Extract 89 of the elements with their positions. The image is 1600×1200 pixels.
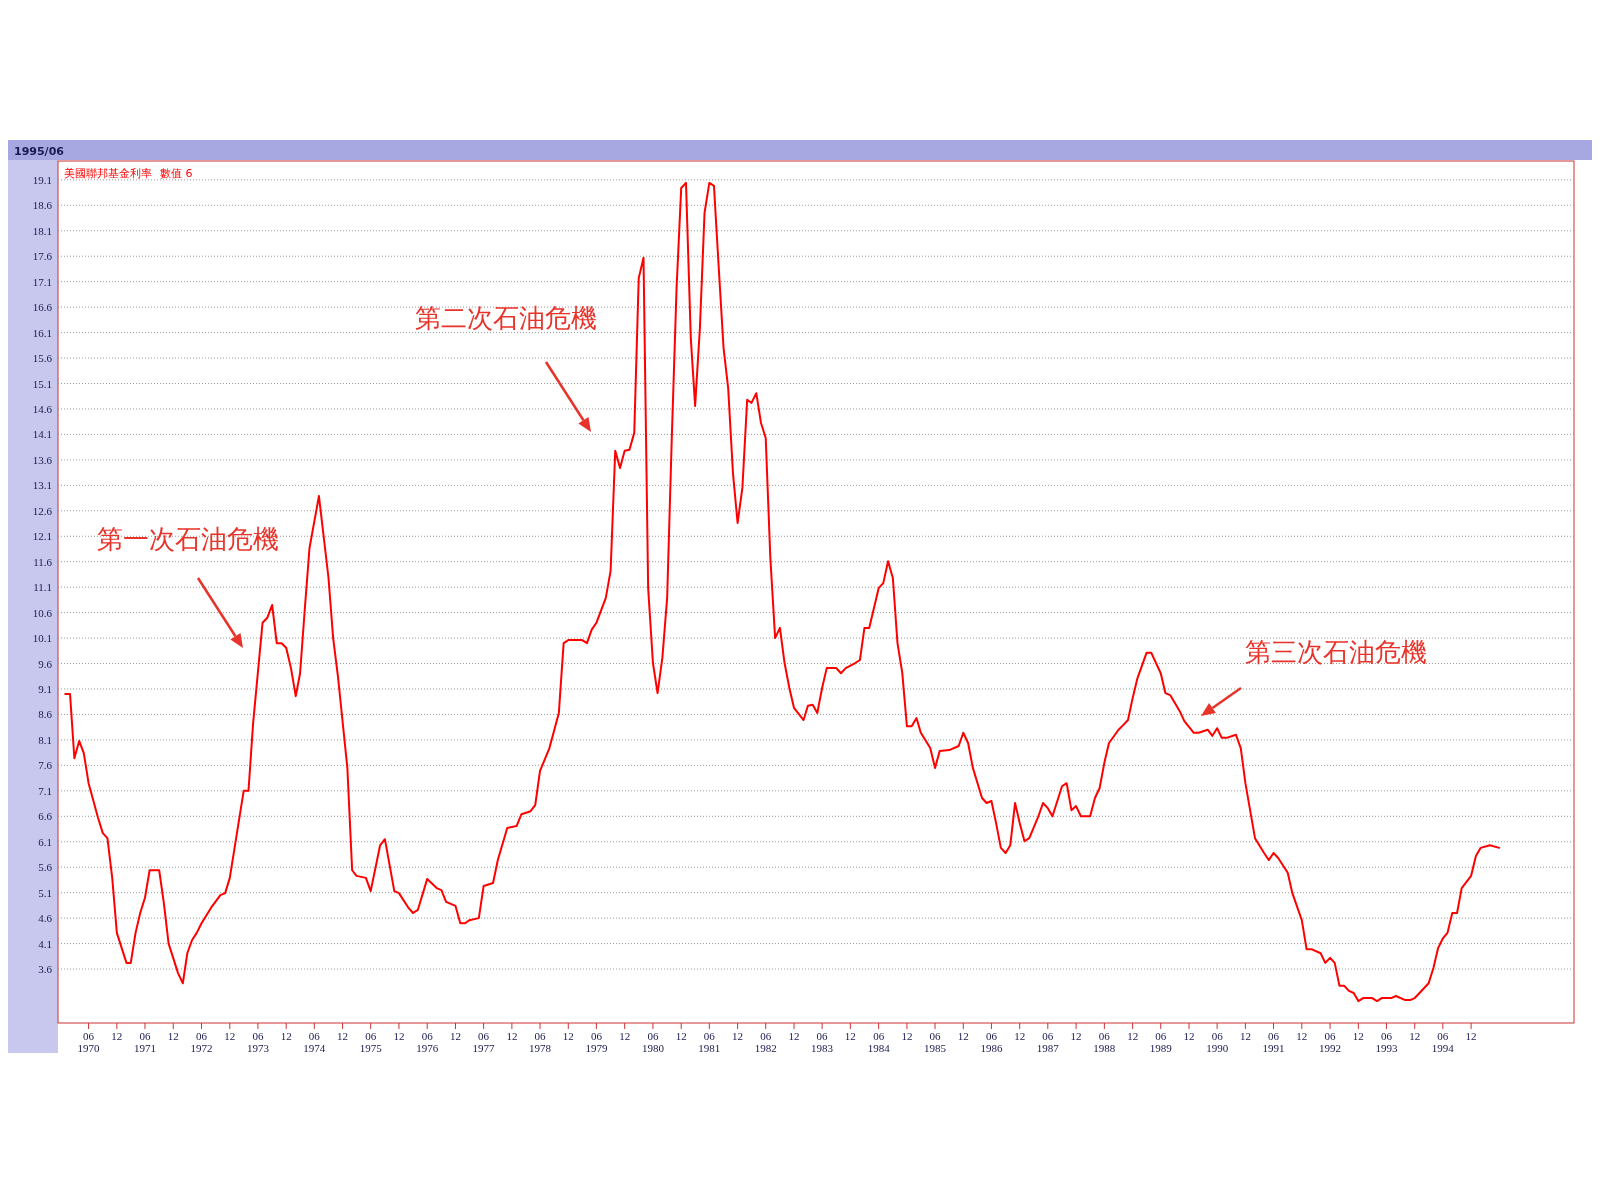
x-tick-label: 12 [844, 1030, 856, 1042]
x-tick-label: 06 1982 [754, 1030, 777, 1054]
y-tick-label: 19.1 [32, 173, 52, 186]
x-tick-label: 12 [619, 1030, 631, 1042]
y-tick-label: 5.1 [38, 886, 52, 899]
x-tick-label: 06 1994 [1431, 1030, 1455, 1054]
y-tick-label: 11.6 [33, 555, 53, 568]
x-tick-label: 06 1972 [190, 1030, 213, 1054]
y-tick-label: 9.6 [38, 657, 53, 670]
x-tick-label: 06 1976 [416, 1030, 439, 1054]
x-tick-label: 06 1993 [1375, 1030, 1398, 1054]
x-tick-label: 06 1971 [133, 1030, 156, 1054]
x-tick-label: 06 1985 [924, 1030, 947, 1054]
y-tick-label: 6.1 [38, 835, 52, 848]
text: 美國聯邦基金利率 [64, 167, 152, 180]
x-tick-label: 06 1979 [585, 1030, 608, 1054]
x-tick-label: 06 1975 [359, 1030, 383, 1054]
y-tick-label: 8.1 [38, 733, 52, 746]
annotation: 第三次石油危機 [1245, 637, 1427, 667]
x-tick-label: 12 [450, 1030, 461, 1042]
x-tick-label: 12 [1070, 1030, 1082, 1042]
x-tick-label: 12 [1014, 1030, 1026, 1042]
annotation: 第二次石油危機 [415, 303, 597, 333]
x-tick-label: 06 1986 [980, 1030, 1003, 1054]
x-tick-label: 12 [224, 1030, 236, 1042]
y-tick-label: 13.6 [32, 453, 53, 466]
x-tick-label: 12 [1296, 1030, 1308, 1042]
x-tick-label: 12 [732, 1030, 744, 1042]
x-tick-label: 12 [111, 1030, 123, 1042]
y-tick-label: 14.1 [32, 428, 52, 441]
x-tick-label: 12 [1352, 1030, 1364, 1042]
y-tick-label: 16.1 [32, 326, 52, 339]
y-tick-label: 9.1 [38, 682, 52, 695]
x-tick-label: 06 1984 [867, 1030, 891, 1054]
x-tick-label: 06 1978 [529, 1030, 552, 1054]
x-tick-label: 06 1990 [1206, 1030, 1229, 1054]
y-tick-label: 6.6 [38, 810, 53, 823]
x-tick-label: 12 [167, 1030, 179, 1042]
y-tick-label: 10.1 [32, 632, 52, 645]
x-tick-label: 06 1991 [1262, 1030, 1285, 1054]
x-tick-label: 12 [1239, 1030, 1251, 1042]
text: 1995/06 [14, 145, 65, 158]
x-tick-label: 12 [1465, 1030, 1477, 1042]
x-tick-label: 06 1977 [472, 1030, 496, 1054]
x-tick-label: 06 1970 [77, 1030, 101, 1054]
x-tick-label: 12 [1127, 1030, 1139, 1042]
y-tick-label: 4.1 [38, 937, 52, 950]
y-tick-label: 14.6 [32, 402, 53, 415]
x-tick-label: 06 1983 [811, 1030, 834, 1054]
y-tick-label: 18.1 [32, 224, 52, 237]
x-tick-label: 06 1981 [698, 1030, 721, 1054]
x-tick-label: 12 [506, 1030, 518, 1042]
x-tick-label: 06 1973 [246, 1030, 270, 1054]
y-tick-label: 8.6 [38, 708, 53, 721]
y-tick-label: 10.6 [32, 606, 53, 619]
annotation: 數值 6 [160, 167, 193, 180]
x-tick-label: 12 [562, 1030, 574, 1042]
y-tick-label: 15.6 [32, 352, 53, 365]
x-tick-label: 06 1992 [1319, 1030, 1342, 1054]
x-tick-label: 12 [1409, 1030, 1421, 1042]
y-tick-label: 11.1 [33, 581, 52, 594]
y-tick-label: 17.1 [32, 275, 52, 288]
y-tick-label: 17.6 [32, 250, 53, 263]
x-tick-label: 12 [675, 1030, 687, 1042]
y-tick-label: 7.1 [38, 784, 52, 797]
line-series [64, 181, 1501, 1003]
y-tick-label: 7.6 [38, 759, 53, 772]
y-tick-label: 3.6 [38, 963, 53, 976]
x-tick-label: 12 [393, 1030, 405, 1042]
annotation: 第一次石油危機 [97, 524, 279, 554]
x-tick-label: 12 [280, 1030, 292, 1042]
y-tick-label: 15.1 [32, 377, 52, 390]
x-tick-label: 12 [337, 1030, 349, 1042]
y-tick-label: 5.6 [38, 861, 53, 874]
y-tick-label: 13.1 [32, 479, 52, 492]
y-tick-label: 18.6 [32, 199, 53, 212]
x-tick-label: 06 1989 [1149, 1030, 1173, 1054]
y-tick-label: 12.6 [32, 504, 53, 517]
x-tick-label: 06 1988 [1093, 1030, 1116, 1054]
y-tick-label: 16.6 [32, 301, 53, 314]
x-tick-label: 06 1980 [641, 1030, 665, 1054]
x-tick-label: 06 1987 [1036, 1030, 1060, 1054]
y-tick-label: 4.6 [38, 912, 53, 925]
x-tick-label: 12 [901, 1030, 913, 1042]
y-tick-label: 12.1 [32, 530, 52, 543]
x-tick-label: 12 [957, 1030, 969, 1042]
x-tick-label: 12 [788, 1030, 800, 1042]
x-tick-label: 06 1974 [303, 1030, 326, 1054]
x-tick-label: 12 [1183, 1030, 1195, 1042]
